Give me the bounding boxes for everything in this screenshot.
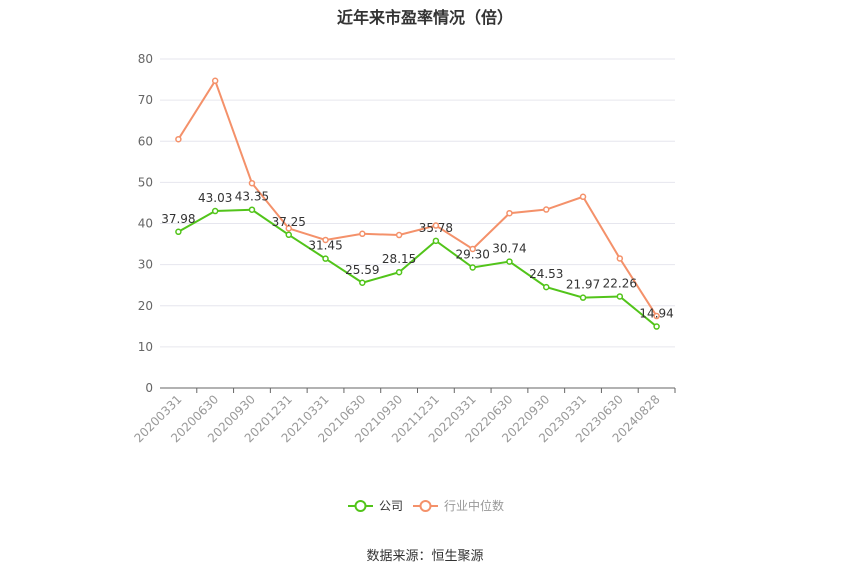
company-point (653, 323, 660, 330)
company-value-label: 31.45 (308, 239, 342, 253)
company-point (322, 255, 329, 262)
industry-median-point (359, 230, 366, 238)
industry-median-point (579, 193, 587, 201)
company-point (432, 237, 440, 245)
company-point (211, 207, 219, 215)
industry-median-series-line (177, 78, 658, 317)
legend-marker-icon (419, 500, 432, 512)
industry-median-point (432, 222, 440, 229)
company-point (285, 231, 292, 239)
y-tick-label: 10 (138, 340, 153, 354)
y-tick-label: 60 (138, 134, 153, 148)
company-value-label: 43.35 (235, 190, 269, 204)
company-value-label: 35.78 (419, 221, 453, 235)
company-value-label: 28.15 (382, 252, 416, 266)
company-value-label: 24.53 (529, 267, 563, 281)
legend-marker-icon (354, 500, 367, 512)
chart-title: 近年来市盈率情况（倍） (336, 8, 513, 27)
y-tick-label: 30 (138, 258, 153, 272)
legend-company: 公司 (348, 499, 403, 513)
industry-median-point (395, 231, 403, 239)
y-tick-label: 0 (145, 381, 153, 395)
company-point (579, 294, 587, 301)
industry-median-point (248, 179, 256, 187)
company-point (506, 258, 513, 265)
legend-label: 公司 (379, 499, 403, 513)
company-value-label: 37.98 (161, 212, 195, 226)
company-point (175, 228, 182, 236)
industry-median-point (211, 77, 219, 85)
company-value-label: 29.30 (455, 248, 489, 262)
company-value-label: 22.26 (603, 276, 637, 290)
company-point (248, 206, 256, 213)
company-point (543, 283, 550, 291)
y-tick-label: 70 (138, 93, 153, 107)
company-value-label: 25.59 (345, 263, 379, 277)
industry-median-point (506, 209, 513, 217)
industry-median-point (322, 236, 329, 244)
industry-median-point (616, 255, 624, 262)
legend-label: 行业中位数 (444, 498, 504, 513)
y-tick-label: 50 (138, 175, 153, 189)
company-point (395, 268, 403, 276)
industry-median-point (285, 225, 292, 232)
legend-industry-median: 行业中位数 (413, 498, 504, 513)
company-point (469, 264, 476, 271)
data-source-note: 数据来源：恒生聚源 (366, 549, 484, 564)
company-value-label: 30.74 (492, 242, 526, 256)
series-lines (175, 77, 660, 330)
company-series-line (177, 208, 658, 328)
axes: 0102030405060708020200331202006302020093… (131, 52, 676, 445)
company-point (616, 293, 624, 300)
y-tick-label: 80 (138, 52, 153, 66)
company-value-label: 14.94 (639, 307, 673, 321)
company-value-label: 43.03 (198, 191, 232, 205)
grid-lines (160, 58, 675, 348)
company-value-label: 37.25 (272, 215, 306, 229)
industry-median-point (543, 206, 550, 213)
company-value-label: 21.97 (566, 278, 600, 292)
y-tick-label: 40 (138, 217, 153, 231)
industry-median-point (653, 312, 660, 320)
company-point (359, 279, 366, 287)
industry-median-point (469, 245, 476, 253)
industry-median-point (175, 135, 182, 143)
legend: 公司 行业中位数 (348, 498, 504, 513)
y-tick-label: 20 (138, 299, 153, 313)
